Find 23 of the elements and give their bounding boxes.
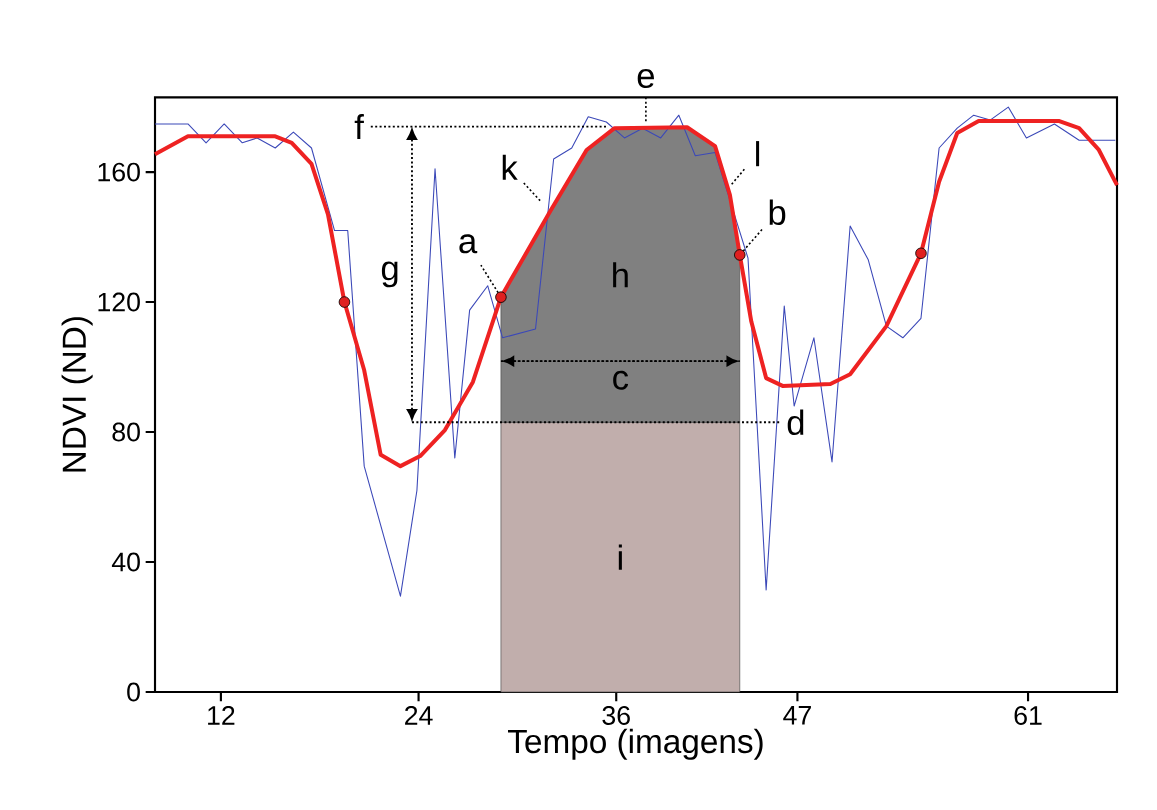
x-axis-title: Tempo (imagens) [508,728,763,760]
y-tick-label: 120 [98,292,140,312]
y-axis-title: NDVI (ND) [61,317,93,472]
y-tick-label: 160 [98,162,140,182]
annotation: b [769,199,786,225]
annotation: e [637,69,654,89]
series-label: c [613,370,629,390]
annotation: l [756,141,760,167]
annotation: a [459,234,478,254]
x-tick-label: 61 [1014,706,1042,725]
legend-label: f [354,114,364,140]
series-label: d [787,409,804,435]
x-tick-label: 24 [405,706,433,725]
x-tick-label: 36 [602,706,630,725]
series-label: h [613,262,628,288]
series-label: i [618,544,622,570]
annotation: k [502,154,518,180]
y-tick-label: 40 [111,552,140,572]
x-tick-label: 47 [783,706,811,725]
y-tick-label: 0 [127,682,140,702]
annotation: g [381,261,398,288]
x-tick-label: 12 [208,706,235,725]
y-tick-label: 80 [112,422,140,442]
